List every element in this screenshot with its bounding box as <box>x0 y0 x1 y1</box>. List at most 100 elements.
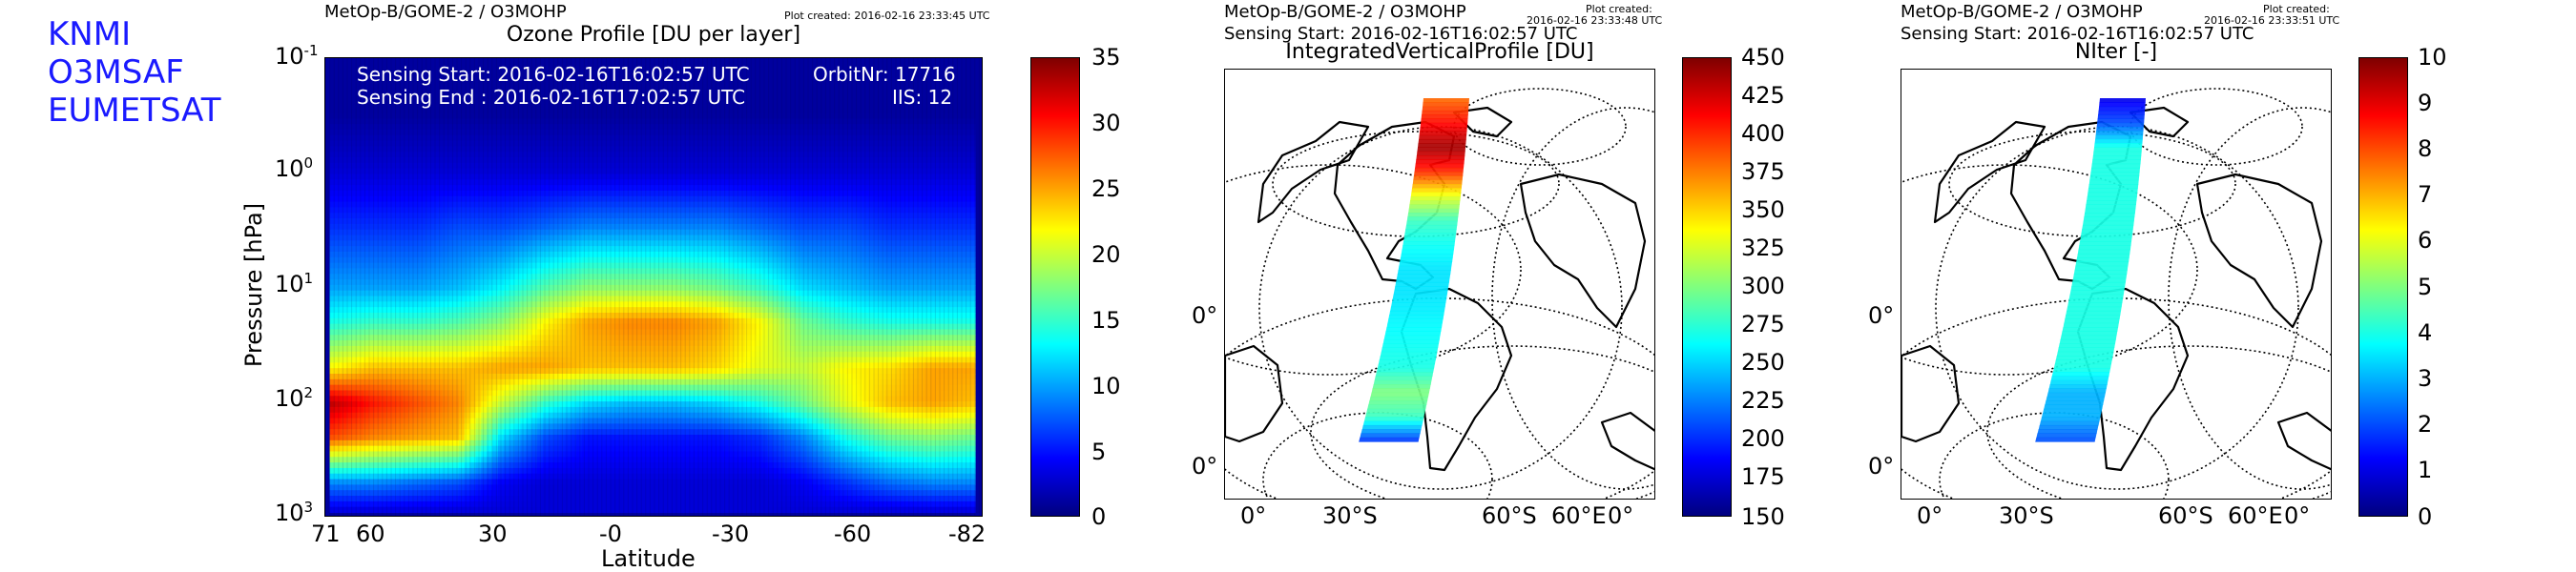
heatmap-cell <box>840 262 847 270</box>
heatmap-cell <box>402 112 409 119</box>
heatmap-cell <box>756 146 763 153</box>
heatmap-cell <box>806 301 813 308</box>
heatmap-cell <box>946 213 954 219</box>
heatmap-cell <box>615 190 622 197</box>
heatmap-cell <box>767 201 774 209</box>
heatmap-cell <box>773 229 779 236</box>
heatmap-cell <box>497 146 505 153</box>
heatmap-cell <box>633 201 639 209</box>
heatmap-cell <box>840 323 847 331</box>
heatmap-cell <box>464 268 471 275</box>
heatmap-cell <box>436 284 443 292</box>
heatmap-cell <box>840 195 847 203</box>
heatmap-cell <box>407 301 415 308</box>
ozone-profile-plot <box>324 57 983 517</box>
heatmap-cell <box>526 235 532 241</box>
heatmap-cell <box>598 162 606 170</box>
heatmap-cell <box>531 229 538 236</box>
heatmap-cell <box>941 174 948 180</box>
heatmap-cell <box>823 124 830 131</box>
heatmap-cell <box>610 290 617 297</box>
heatmap-cell <box>430 340 437 347</box>
heatmap-cell <box>868 129 875 136</box>
heatmap-cell <box>879 201 886 209</box>
heatmap-cell <box>576 152 583 158</box>
heatmap-cell <box>633 195 639 203</box>
heatmap-cell <box>559 235 567 241</box>
heatmap-cell <box>492 134 499 142</box>
heatmap-cell <box>419 229 426 236</box>
heatmap-cell <box>413 218 421 225</box>
heatmap-cell <box>728 251 735 258</box>
heatmap-cell <box>604 207 612 214</box>
heatmap-cell <box>503 274 510 280</box>
heatmap-cell <box>576 118 583 125</box>
heatmap-cell <box>896 179 904 186</box>
heatmap-cell <box>795 279 802 286</box>
heatmap-cell <box>717 162 723 170</box>
heatmap-cell <box>969 301 976 308</box>
heatmap-cell <box>649 134 656 142</box>
heatmap-cell <box>487 290 493 297</box>
heatmap-cell <box>458 268 466 275</box>
heatmap-cell <box>638 312 645 319</box>
heatmap-cell <box>896 246 904 253</box>
heatmap-cell <box>924 301 931 308</box>
heatmap-cell <box>380 229 386 236</box>
heatmap-cell <box>734 129 740 136</box>
heatmap-cell <box>548 268 555 275</box>
heatmap-cell <box>767 229 774 236</box>
heatmap-cell <box>851 307 859 314</box>
heatmap-cell <box>773 218 779 225</box>
heatmap-cell <box>559 162 567 170</box>
heatmap-cell <box>592 218 600 225</box>
heatmap-cell <box>874 213 881 219</box>
heatmap-cell <box>924 279 931 286</box>
heatmap-cell <box>503 312 510 319</box>
heatmap-cell <box>436 240 443 247</box>
heatmap-cell <box>452 284 460 292</box>
heatmap-cell <box>469 157 477 164</box>
heatmap-cell <box>845 235 853 241</box>
heatmap-cell <box>722 246 729 253</box>
heatmap-cell <box>469 329 477 336</box>
heatmap-cell <box>862 201 869 209</box>
heatmap-cell <box>734 345 740 353</box>
heatmap-cell <box>492 179 499 186</box>
heatmap-cell <box>368 134 376 142</box>
heatmap-cell <box>654 323 662 331</box>
heatmap-cell <box>946 274 954 280</box>
heatmap-cell <box>531 134 538 142</box>
heatmap-cell <box>717 246 723 253</box>
heatmap-cell <box>874 301 881 308</box>
heatmap-cell <box>902 112 908 119</box>
heatmap-cell <box>964 317 970 325</box>
heatmap-cell <box>677 134 684 142</box>
heatmap-cell <box>436 140 443 148</box>
heatmap-cell <box>509 340 516 347</box>
heatmap-cell <box>946 179 954 186</box>
heatmap-cell <box>576 268 583 275</box>
heatmap-cell <box>907 201 914 209</box>
heatmap-cell <box>627 146 634 153</box>
heatmap-cell <box>649 201 656 209</box>
heatmap-cell <box>806 168 813 175</box>
heatmap-cell <box>397 251 404 258</box>
heatmap-cell <box>503 174 510 180</box>
heatmap-cell <box>688 307 696 314</box>
heatmap-cell <box>598 185 606 192</box>
heatmap-cell <box>520 168 527 175</box>
heatmap-cell <box>368 290 376 297</box>
heatmap-cell <box>598 274 606 280</box>
heatmap-cell <box>413 296 421 302</box>
heatmap-cell <box>862 329 869 336</box>
heatmap-cell <box>610 207 617 214</box>
heatmap-cell <box>812 262 819 270</box>
heatmap-cell <box>879 279 886 286</box>
heatmap-cell <box>497 229 505 236</box>
heatmap-cell <box>633 251 639 258</box>
heatmap-cell <box>357 351 364 358</box>
heatmap-cell <box>335 307 342 314</box>
heatmap-cell <box>419 301 426 308</box>
heatmap-cell <box>795 201 802 209</box>
